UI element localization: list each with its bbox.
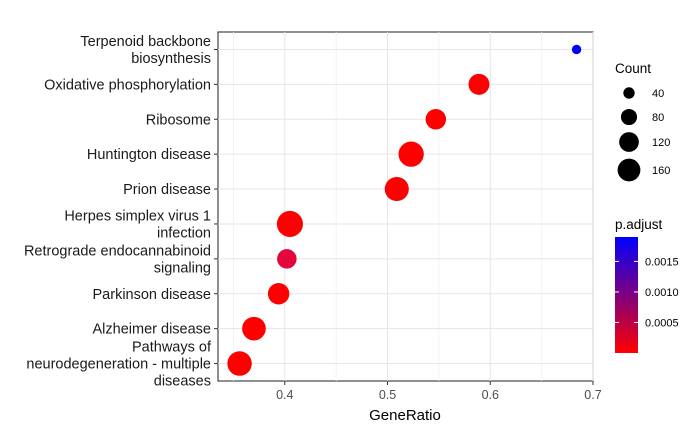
data-point xyxy=(384,177,409,202)
data-point xyxy=(571,44,582,55)
data-point xyxy=(277,249,297,269)
color-legend-label: 0.0015 xyxy=(645,256,679,268)
size-legend-dot xyxy=(623,87,635,99)
x-tick-label: 0.7 xyxy=(584,388,601,402)
size-legend-label: 40 xyxy=(652,88,664,100)
y-tick-label: Parkinson disease xyxy=(93,287,212,303)
data-point xyxy=(267,283,290,305)
y-tick-label: Herpes simplex virus 1 xyxy=(64,208,211,224)
size-legend-label: 120 xyxy=(652,137,670,149)
y-tick-label: Terpenoid backbone xyxy=(80,34,211,50)
data-point xyxy=(242,316,266,341)
x-tick-label: 0.6 xyxy=(482,388,499,402)
data-point xyxy=(398,141,424,167)
size-legend-dot xyxy=(617,158,641,182)
color-legend-title: p.adjust xyxy=(615,217,663,232)
color-legend-label: 0.0005 xyxy=(645,317,679,329)
data-point xyxy=(227,351,252,376)
y-tick-label: Ribosome xyxy=(146,112,211,128)
x-tick-label: 0.4 xyxy=(276,388,293,402)
color-legend-ticks: 0.0005 0.0010 0.0015 xyxy=(615,256,679,329)
y-tick-label: Oxidative phosphorylation xyxy=(44,77,211,93)
size-legend-dot xyxy=(619,132,639,152)
x-axis-ticks: 0.4 0.5 0.6 0.7 xyxy=(276,381,602,402)
y-tick-label: biosynthesis xyxy=(131,51,211,67)
y-tick-label: infection xyxy=(157,225,211,241)
x-axis-title: GeneRatio xyxy=(369,407,441,424)
size-legend-title: Count xyxy=(615,61,651,76)
size-legend-label: 80 xyxy=(652,112,664,124)
size-legend-label: 160 xyxy=(652,165,670,177)
x-tick-label: 0.5 xyxy=(379,388,396,402)
y-tick-label: Pathways of xyxy=(132,340,212,356)
y-tick-label: diseases xyxy=(154,374,211,390)
data-point xyxy=(468,73,490,95)
size-legend: 40 80 120 160 xyxy=(617,87,670,182)
y-tick-label: Prion disease xyxy=(123,182,211,198)
y-tick-label: neurodegeneration - multiple xyxy=(26,357,211,373)
y-tick-label: Alzheimer disease xyxy=(93,322,211,338)
plot-panel xyxy=(217,31,594,382)
minor-gridlines xyxy=(233,32,543,381)
y-tick-label: Retrograde endocannabinoid xyxy=(24,243,211,259)
color-legend-label: 0.0010 xyxy=(645,287,679,299)
y-tick-label: Huntington disease xyxy=(87,147,211,163)
data-point xyxy=(425,109,447,130)
data-points xyxy=(227,44,582,376)
data-point xyxy=(276,210,303,237)
size-legend-dot xyxy=(620,108,638,126)
color-legend-bar xyxy=(615,237,638,353)
y-tick-label: signaling xyxy=(154,260,211,276)
